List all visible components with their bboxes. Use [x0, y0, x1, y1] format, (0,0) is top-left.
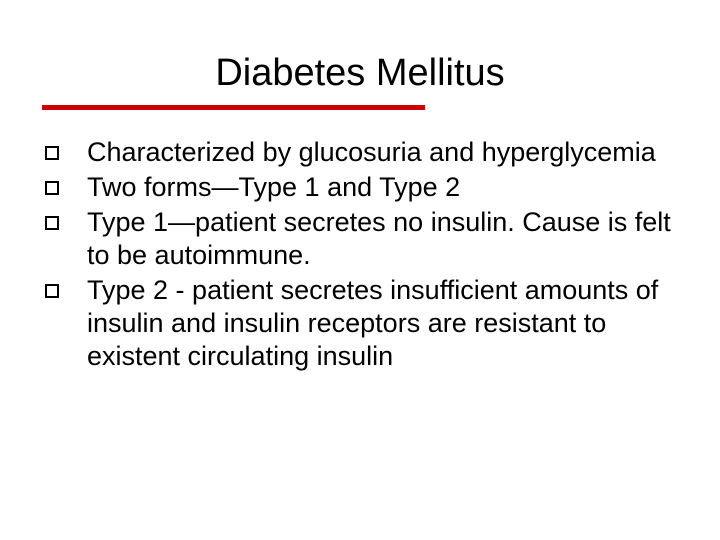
square-bullet-icon [45, 216, 59, 230]
bullet-text: Characterized by glucosuria and hypergly… [87, 136, 656, 169]
list-item: Two forms—Type 1 and Type 2 [45, 171, 680, 204]
bullet-text: Type 1—patient secretes no insulin. Caus… [87, 206, 680, 272]
slide-content: Characterized by glucosuria and hypergly… [0, 136, 720, 373]
bullet-text: Type 2 - patient secretes insufficient a… [87, 274, 680, 373]
list-item: Characterized by glucosuria and hypergly… [45, 136, 680, 169]
slide: Diabetes Mellitus Characterized by gluco… [0, 0, 720, 540]
list-item: Type 2 - patient secretes insufficient a… [45, 274, 680, 373]
square-bullet-icon [45, 181, 59, 195]
square-bullet-icon [45, 146, 59, 160]
bullet-text: Two forms—Type 1 and Type 2 [87, 171, 460, 204]
title-underline [42, 105, 425, 110]
list-item: Type 1—patient secretes no insulin. Caus… [45, 206, 680, 272]
slide-title: Diabetes Mellitus [0, 52, 720, 95]
square-bullet-icon [45, 284, 59, 298]
